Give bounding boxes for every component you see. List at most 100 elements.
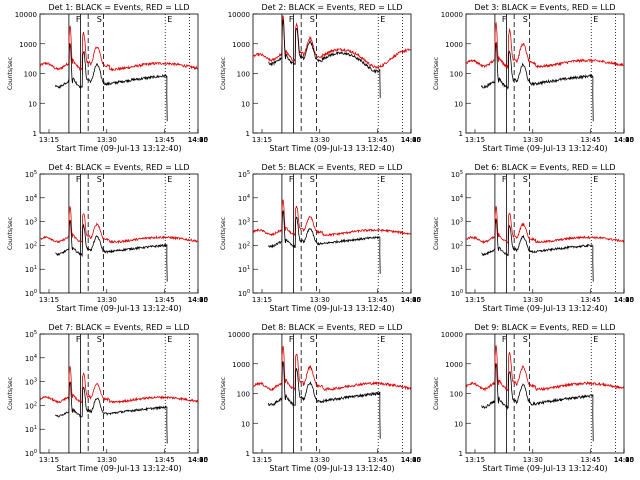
lld-series-line xyxy=(465,345,625,392)
x-tick-label: 14:30 xyxy=(401,296,421,304)
plot-frame xyxy=(252,13,412,134)
y-tick-label: 1 xyxy=(33,130,37,138)
events-series-line xyxy=(268,19,381,99)
x-tick-label: 13:30 xyxy=(523,296,543,304)
marker-label: F xyxy=(289,335,294,344)
events-series-line xyxy=(55,219,168,282)
x-tick-label: 13:45 xyxy=(580,296,600,304)
y-tick-label: 1000 xyxy=(445,41,463,49)
panel-title: Det 3: BLACK = Events, RED = LLD xyxy=(475,3,616,12)
detector-panel-1: Det 1: BLACK = Events, RED = LLD Start Ti… xyxy=(7,3,208,153)
y-tick-label: 1000 xyxy=(232,41,250,49)
x-axis-label: Start Time (09-Jul-13 13:12:40) xyxy=(269,144,394,153)
marker-label: S xyxy=(523,335,528,344)
panel-title: Det 9: BLACK = Events, RED = LLD xyxy=(475,323,616,332)
y-tick-label: 105 xyxy=(25,170,37,179)
marker-label: E xyxy=(167,15,172,24)
marker-label: F xyxy=(76,15,81,24)
panel-title: Det 5: BLACK = Events, RED = LLD xyxy=(262,163,403,172)
y-tick-label: 101 xyxy=(238,265,250,274)
detector-panel-8: Det 8: BLACK = Events, RED = LLD Start Ti… xyxy=(220,323,421,473)
x-tick-label: 13:30 xyxy=(97,456,117,464)
y-tick-label: 102 xyxy=(25,241,37,250)
panel-title: Det 1: BLACK = Events, RED = LLD xyxy=(49,3,190,12)
marker-label: S xyxy=(310,335,315,344)
marker-label: E xyxy=(380,175,385,184)
marker-label: S xyxy=(97,175,102,184)
y-tick-label: 104 xyxy=(451,194,463,203)
detector-panel-2: Det 2: BLACK = Events, RED = LLD Start Ti… xyxy=(220,3,421,153)
x-tick-label: 14:45 xyxy=(614,136,634,144)
marker-label: F xyxy=(502,15,507,24)
marker-label: E xyxy=(380,15,385,24)
x-tick-label: 13:45 xyxy=(367,296,387,304)
events-series-line xyxy=(481,363,594,442)
y-tick-label: 105 xyxy=(238,170,250,179)
events-series-line xyxy=(481,218,594,282)
y-tick-label: 102 xyxy=(25,401,37,410)
y-tick-label: 103 xyxy=(25,218,37,227)
x-tick-label: 13:45 xyxy=(154,136,174,144)
lld-series-line xyxy=(252,15,411,71)
x-axis-label: Start Time (09-Jul-13 13:12:40) xyxy=(56,464,181,473)
y-tick-label: 10000 xyxy=(441,11,463,19)
detector-panel-3: Det 3: BLACK = Events, RED = LLD Start Ti… xyxy=(433,3,634,153)
x-axis-label: Start Time (09-Jul-13 13:12:40) xyxy=(56,304,181,313)
plot-frame xyxy=(252,173,412,294)
x-tick-label: 13:30 xyxy=(310,296,330,304)
marker-label: S xyxy=(523,15,528,24)
x-tick-label: 14:30 xyxy=(614,296,634,304)
events-series-line xyxy=(481,41,594,122)
x-tick-label: 14:30 xyxy=(401,456,421,464)
x-tick-label: 14:15 xyxy=(401,296,421,304)
marker-label: S xyxy=(97,335,102,344)
y-tick-label: 10 xyxy=(241,100,250,108)
lld-series-line xyxy=(252,345,412,392)
x-tick-label: 14:00 xyxy=(614,456,634,464)
marker-label: S xyxy=(523,175,528,184)
y-tick-label: 104 xyxy=(25,354,37,363)
x-tick-label: 13:30 xyxy=(310,136,330,144)
lld-series-line xyxy=(39,25,199,72)
y-tick-label: 1 xyxy=(459,450,463,458)
y-tick-label: 10000 xyxy=(441,331,463,339)
x-tick-label: 13:15 xyxy=(39,296,59,304)
y-tick-label: 103 xyxy=(451,218,463,227)
lld-series-line xyxy=(39,206,198,245)
x-tick-label: 13:15 xyxy=(252,296,272,304)
lld-series-line xyxy=(39,366,199,405)
panel-title: Det 4: BLACK = Events, RED = LLD xyxy=(49,163,190,172)
x-tick-label: 14:30 xyxy=(614,456,634,464)
panel-title: Det 6: BLACK = Events, RED = LLD xyxy=(475,163,616,172)
y-tick-label: 100 xyxy=(237,391,250,399)
x-tick-label: 14:00 xyxy=(401,136,421,144)
plot-frame xyxy=(252,333,412,454)
x-tick-label: 14:15 xyxy=(188,296,208,304)
y-axis-label: Counts/sec xyxy=(7,377,14,410)
y-axis-label: Counts/sec xyxy=(220,57,227,90)
y-tick-label: 1 xyxy=(246,130,250,138)
marker-label: F xyxy=(502,335,507,344)
x-tick-label: 14:00 xyxy=(188,296,208,304)
marker-label: F xyxy=(76,175,81,184)
y-tick-label: 101 xyxy=(25,265,37,274)
y-tick-label: 1 xyxy=(246,450,250,458)
marker-label: F xyxy=(289,15,294,24)
panel-title: Det 2: BLACK = Events, RED = LLD xyxy=(262,3,403,12)
events-series-line xyxy=(268,361,381,439)
marker-label: E xyxy=(593,15,598,24)
x-tick-label: 14:30 xyxy=(188,456,208,464)
plot-frame xyxy=(465,333,625,454)
marker-label: F xyxy=(502,175,507,184)
detector-panel-6: Det 6: BLACK = Events, RED = LLD Start Ti… xyxy=(433,163,634,313)
x-tick-label: 14:00 xyxy=(188,136,208,144)
x-tick-label: 14:45 xyxy=(188,456,208,464)
y-axis-label: Counts/sec xyxy=(7,57,14,90)
plot-frame xyxy=(39,13,199,134)
x-tick-label: 13:15 xyxy=(39,136,59,144)
y-tick-label: 10000 xyxy=(15,11,37,19)
x-tick-label: 13:15 xyxy=(465,136,485,144)
x-axis-label: Start Time (09-Jul-13 13:12:40) xyxy=(482,464,607,473)
x-tick-label: 14:00 xyxy=(614,136,634,144)
